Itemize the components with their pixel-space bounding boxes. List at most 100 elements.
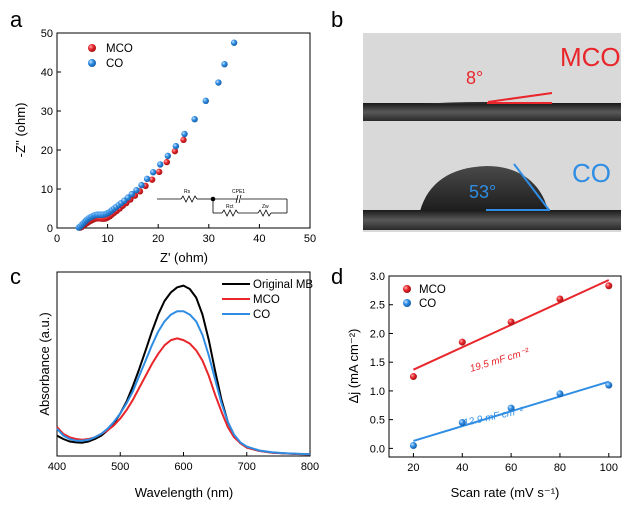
point-mco <box>156 168 163 176</box>
y-axis-title-c: Absorbance (a.u.) <box>37 312 52 415</box>
panel-a: a 0 10 20 30 40 50 0 10 20 30 40 50 MCO CO Rs <box>10 7 316 265</box>
point-co <box>605 381 613 389</box>
point-mco <box>171 147 179 155</box>
point-co <box>128 190 136 198</box>
point-co <box>409 442 417 450</box>
point-co <box>138 181 145 189</box>
legend-c: Original MB MCO CO <box>222 279 313 321</box>
point-co <box>202 97 209 105</box>
point-co <box>556 390 564 398</box>
x-axis-title-c: Wavelength (nm) <box>135 485 234 500</box>
x-tick-label-d: 100 <box>600 462 618 474</box>
legend-a: MCO CO <box>88 43 133 70</box>
point-mco <box>507 318 515 326</box>
x-tick-label-d: 40 <box>456 462 468 474</box>
axis-ticks-d: 20 40 60 80 100 0.0 0.5 1.0 1.5 2.0 2.5 3.0 <box>370 271 618 474</box>
y-axis-title-d: Δj (mA cm⁻²) <box>346 329 361 404</box>
point-co <box>149 169 157 176</box>
mco-substrate <box>363 103 621 121</box>
point-mco <box>409 373 417 381</box>
x-tick-label-c: 800 <box>301 461 319 473</box>
legend-marker-mco <box>88 44 96 52</box>
y-axis-title-a: -Z'' (ohm) <box>13 103 28 158</box>
point-co <box>164 152 172 160</box>
point-mco <box>180 136 187 144</box>
panel-letter-c: c <box>10 264 21 289</box>
y-tick-label-d: 0.5 <box>370 415 385 427</box>
point-mco <box>556 295 564 303</box>
scatter-marks-d <box>409 279 613 450</box>
x-tick-label-a: 50 <box>304 233 316 245</box>
legend-label-mco-d: MCO <box>419 284 446 296</box>
x-tick-label-d: 80 <box>554 462 566 474</box>
point-co <box>221 60 228 68</box>
point-co <box>230 39 238 46</box>
x-tick-label-a: 40 <box>253 233 265 245</box>
point-co <box>215 79 222 86</box>
axis-ticks-a: 0 10 20 30 40 50 0 10 20 30 40 50 <box>41 28 316 245</box>
legend-d: MCO CO <box>403 284 446 310</box>
point-co <box>143 175 151 183</box>
point-co <box>507 404 515 412</box>
legend-label-mco-c: MCO <box>253 294 280 306</box>
y-tick-label-d: 2.0 <box>370 328 385 340</box>
y-tick-label-d: 2.5 <box>370 300 385 312</box>
point-mco <box>605 282 613 290</box>
circuit-label-rct: Rct <box>226 204 234 210</box>
legend-marker-co-d <box>403 299 411 307</box>
spectrum-co <box>56 310 311 456</box>
x-tick-label-c: 400 <box>48 461 66 473</box>
co-droplet <box>420 166 548 211</box>
scatter-marks-a <box>75 39 238 231</box>
y-tick-label-a: 20 <box>41 145 53 157</box>
point-co <box>181 130 188 138</box>
x-tick-label-a: 20 <box>152 233 164 245</box>
panel-letter-b: b <box>331 7 343 32</box>
x-tick-label-c: 600 <box>174 461 192 473</box>
co-row-label: CO <box>572 158 611 188</box>
y-tick-label-a: 50 <box>41 28 53 40</box>
x-tick-label-d: 20 <box>407 462 419 474</box>
point-co <box>157 161 164 168</box>
circuit-label-rs: Rs <box>184 189 191 195</box>
point-co <box>133 186 140 194</box>
mco-angle-label: 8° <box>466 68 483 88</box>
x-tick-label-a: 0 <box>54 233 60 245</box>
x-axis-title-a: Z' (ohm) <box>160 250 208 265</box>
panel-b: b 8° MCO 53° CO <box>331 7 621 232</box>
fit-label-mco: 19.5 mF cm⁻² <box>469 346 531 375</box>
fit-label-co: 12.9 mF cm⁻² <box>462 405 525 429</box>
co-substrate <box>363 210 621 230</box>
y-tick-label-d: 0.0 <box>370 443 385 455</box>
x-tick-label-a: 10 <box>101 233 113 245</box>
panel-d: d 20 40 60 80 100 0.0 0.5 1.0 1.5 2.0 2.5 3.0 MCO C… <box>331 264 622 500</box>
x-tick-label-c: 500 <box>111 461 129 473</box>
resistor-rs <box>180 195 198 203</box>
cpe-element <box>235 194 239 204</box>
x-tick-label-d: 60 <box>505 462 517 474</box>
co-angle-label: 53° <box>469 182 496 202</box>
point-mco <box>163 158 171 166</box>
circuit-label-zw: Zw <box>262 204 269 210</box>
x-tick-label-a: 30 <box>203 233 215 245</box>
legend-label-co-d: CO <box>419 298 436 310</box>
point-mco <box>458 338 466 346</box>
y-tick-label-a: 40 <box>41 67 53 79</box>
x-axis-title-d: Scan rate (mV s⁻¹) <box>451 485 560 500</box>
panel-c: c 400 500 600 700 800 Original MB MCO CO Wav… <box>10 264 319 500</box>
panel-letter-d: d <box>331 264 343 289</box>
x-tick-label-c: 700 <box>238 461 256 473</box>
point-co <box>191 115 198 123</box>
plot-frame-d <box>388 275 622 458</box>
legend-label-co: CO <box>106 58 123 70</box>
resistor-rct <box>221 209 239 217</box>
warburg-zw <box>257 209 272 217</box>
axis-ticks-c: 400 500 600 700 800 <box>48 452 319 473</box>
spectra-lines-c <box>56 284 311 456</box>
y-tick-label-a: 30 <box>41 106 53 118</box>
point-co <box>458 419 466 427</box>
circuit-label-cpe1: CPE1 <box>232 189 245 195</box>
panel-letter-a: a <box>10 7 23 32</box>
point-mco <box>148 176 156 183</box>
